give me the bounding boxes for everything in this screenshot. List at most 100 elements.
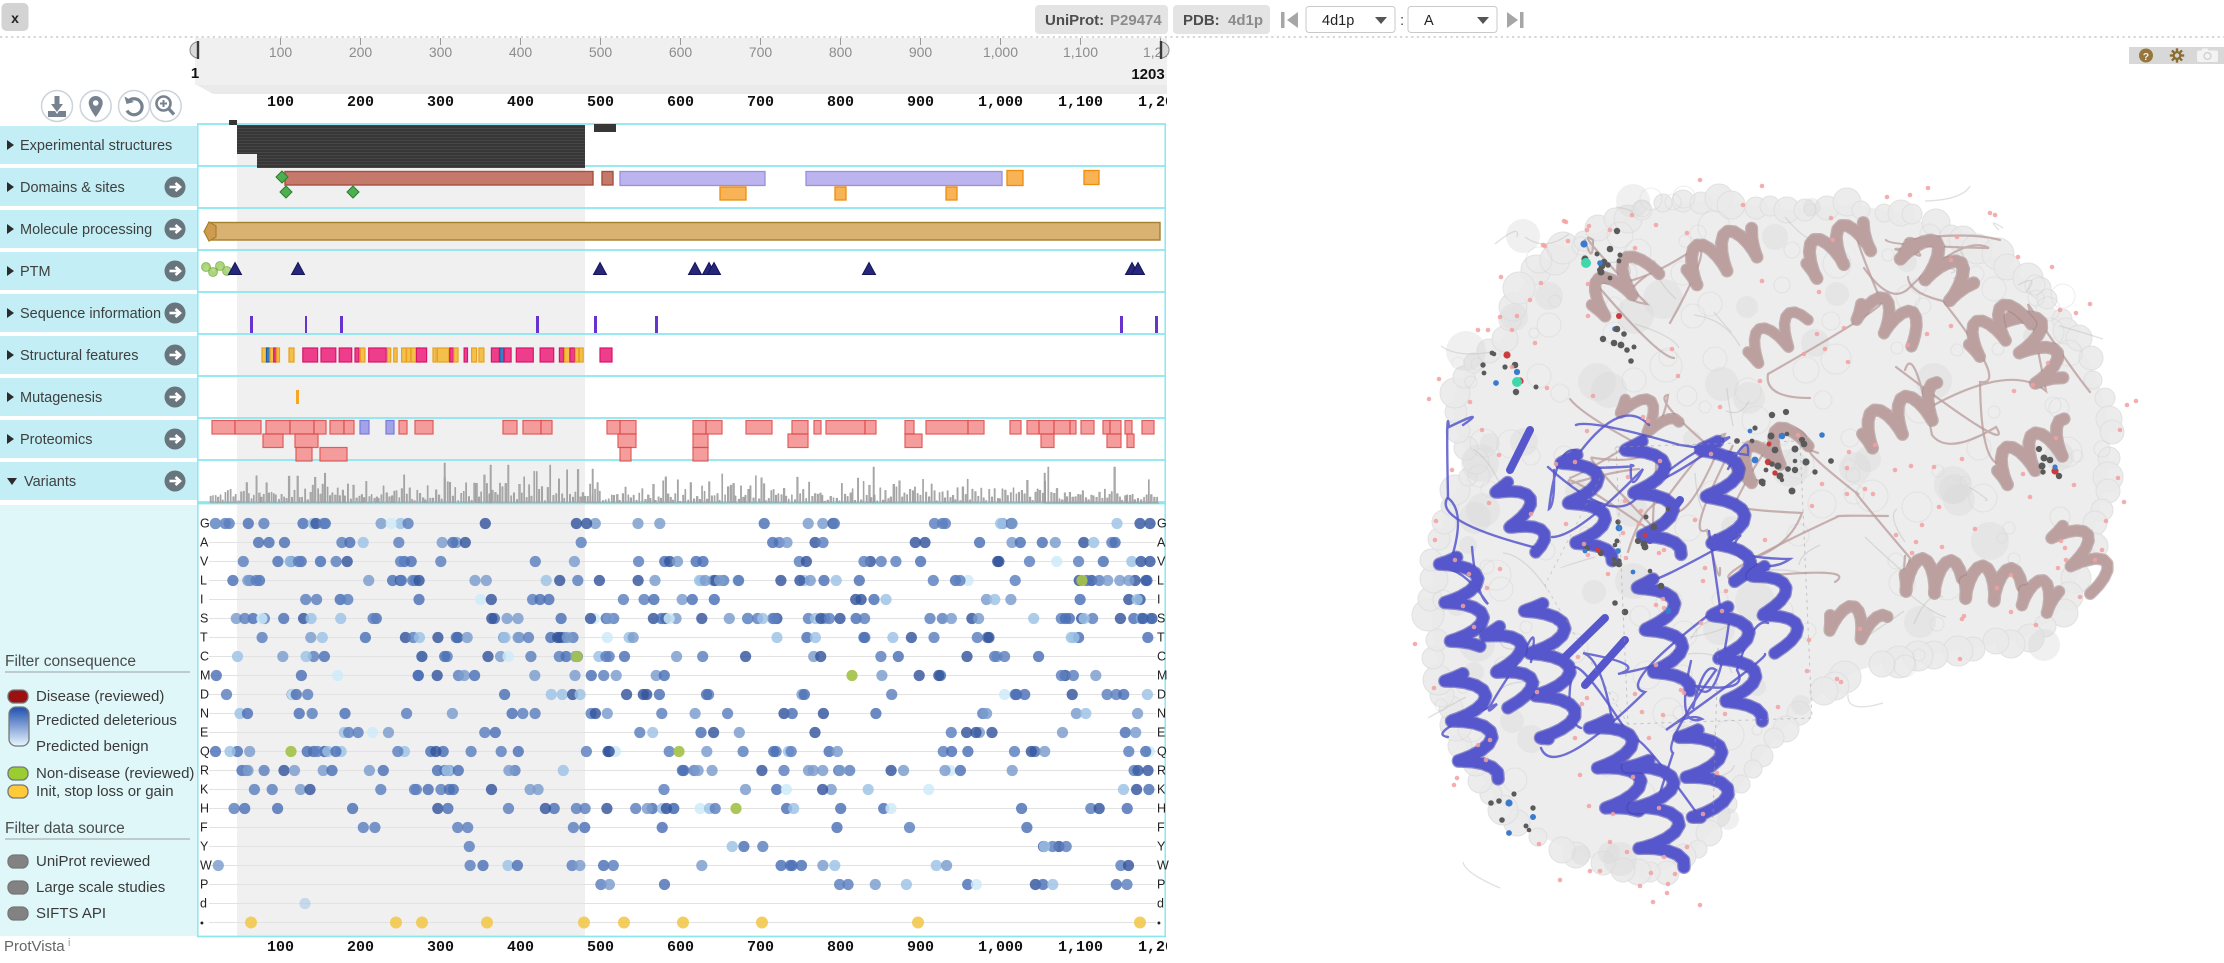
svg-text:200: 200 [347, 939, 374, 956]
svg-text:P: P [200, 878, 208, 892]
svg-text:Filter data source: Filter data source [5, 820, 125, 837]
svg-text:I: I [200, 593, 203, 607]
svg-text:Predicted deleterious: Predicted deleterious [36, 712, 177, 729]
svg-text:Structural features: Structural features [20, 348, 138, 364]
svg-text:K: K [1157, 783, 1166, 797]
svg-text:900: 900 [907, 939, 934, 956]
svg-text:R: R [200, 764, 209, 778]
svg-text:1,000: 1,000 [978, 94, 1023, 111]
svg-text:800: 800 [829, 44, 853, 60]
svg-text:•: • [1157, 918, 1161, 930]
svg-text:F: F [200, 821, 208, 835]
svg-text:S: S [1157, 612, 1165, 626]
svg-text:ProtVista: ProtVista [4, 938, 65, 955]
svg-text:Disease (reviewed): Disease (reviewed) [36, 688, 164, 705]
svg-text:M: M [200, 669, 210, 683]
svg-text:600: 600 [667, 939, 694, 956]
svg-text:1,100: 1,100 [1058, 939, 1103, 956]
svg-text:N: N [200, 707, 209, 721]
svg-text:UniProt reviewed: UniProt reviewed [36, 853, 150, 870]
svg-text:500: 500 [587, 939, 614, 956]
svg-text:G: G [200, 517, 210, 531]
svg-text:V: V [1157, 555, 1166, 569]
svg-text:4d1p: 4d1p [1228, 12, 1263, 29]
svg-text:700: 700 [747, 939, 774, 956]
svg-text:PDB:: PDB: [1183, 12, 1220, 29]
svg-text:300: 300 [427, 939, 454, 956]
svg-text:100: 100 [267, 939, 294, 956]
svg-text:L: L [1157, 574, 1164, 588]
svg-text:400: 400 [509, 44, 533, 60]
svg-text:SIFTS API: SIFTS API [36, 905, 106, 922]
svg-text:600: 600 [669, 44, 693, 60]
svg-text:D: D [200, 688, 209, 702]
svg-text:900: 900 [909, 44, 933, 60]
svg-text:S: S [200, 612, 208, 626]
svg-text:d: d [1157, 897, 1164, 911]
svg-text:Non-disease (reviewed): Non-disease (reviewed) [36, 765, 194, 782]
svg-text:1,000: 1,000 [978, 939, 1023, 956]
svg-text:1,100: 1,100 [1063, 44, 1098, 60]
svg-text:Variants: Variants [24, 474, 76, 490]
svg-text:W: W [200, 859, 212, 873]
svg-text:E: E [200, 726, 208, 740]
svg-text:R: R [1157, 764, 1166, 778]
svg-text:UniProt:: UniProt: [1045, 12, 1104, 29]
svg-text:Y: Y [200, 840, 209, 854]
svg-text:200: 200 [349, 44, 373, 60]
svg-text:Sequence information: Sequence information [20, 306, 161, 322]
svg-text:Large scale studies: Large scale studies [36, 879, 165, 896]
svg-text:A: A [200, 536, 209, 550]
svg-text:C: C [200, 650, 209, 664]
svg-text:A: A [1157, 536, 1166, 550]
svg-text:H: H [1157, 802, 1166, 816]
svg-text:100: 100 [267, 94, 294, 111]
svg-text:Domains & sites: Domains & sites [20, 180, 125, 196]
svg-text:400: 400 [507, 939, 534, 956]
svg-text:P: P [1157, 878, 1165, 892]
svg-text:D: D [1157, 688, 1166, 702]
svg-text:Init, stop loss or gain: Init, stop loss or gain [36, 783, 174, 800]
svg-text:Q: Q [200, 745, 210, 759]
svg-text:500: 500 [589, 44, 613, 60]
svg-text:Filter consequence: Filter consequence [5, 653, 136, 670]
svg-text:1,200: 1,200 [1138, 939, 1183, 956]
svg-text:L: L [200, 574, 207, 588]
svg-text:I: I [1157, 593, 1160, 607]
svg-text:M: M [1157, 669, 1167, 683]
svg-text:i: i [68, 937, 70, 949]
svg-text:P29474: P29474 [1110, 12, 1162, 29]
svg-text:900: 900 [907, 94, 934, 111]
svg-text:600: 600 [667, 94, 694, 111]
svg-text:1,000: 1,000 [983, 44, 1018, 60]
svg-text:Predicted benign: Predicted benign [36, 738, 149, 755]
svg-text:Experimental structures: Experimental structures [20, 138, 172, 154]
svg-text:1,200: 1,200 [1138, 94, 1183, 111]
svg-text:C: C [1157, 650, 1166, 664]
svg-text:F: F [1157, 821, 1165, 835]
svg-text:N: N [1157, 707, 1166, 721]
svg-text:G: G [1157, 517, 1167, 531]
svg-text:Molecule processing: Molecule processing [20, 222, 152, 238]
svg-text:200: 200 [347, 94, 374, 111]
svg-text:Proteomics: Proteomics [20, 432, 93, 448]
svg-text:400: 400 [507, 94, 534, 111]
svg-text::: : [1400, 12, 1404, 29]
svg-text:800: 800 [827, 939, 854, 956]
svg-text:300: 300 [429, 44, 453, 60]
svg-text:A: A [1424, 13, 1434, 29]
svg-text:300: 300 [427, 94, 454, 111]
svg-text:Q: Q [1157, 745, 1167, 759]
svg-text:100: 100 [269, 44, 293, 60]
svg-text:?: ? [2143, 51, 2149, 63]
svg-text:d: d [200, 897, 207, 911]
svg-text:x: x [11, 10, 19, 26]
svg-text:H: H [200, 802, 209, 816]
svg-text:V: V [200, 555, 209, 569]
svg-text:Y: Y [1157, 840, 1166, 854]
svg-text:W: W [1157, 859, 1169, 873]
svg-text:T: T [1157, 631, 1165, 645]
svg-text:1: 1 [191, 65, 199, 82]
svg-text:K: K [200, 783, 209, 797]
svg-text:PTM: PTM [20, 264, 51, 280]
